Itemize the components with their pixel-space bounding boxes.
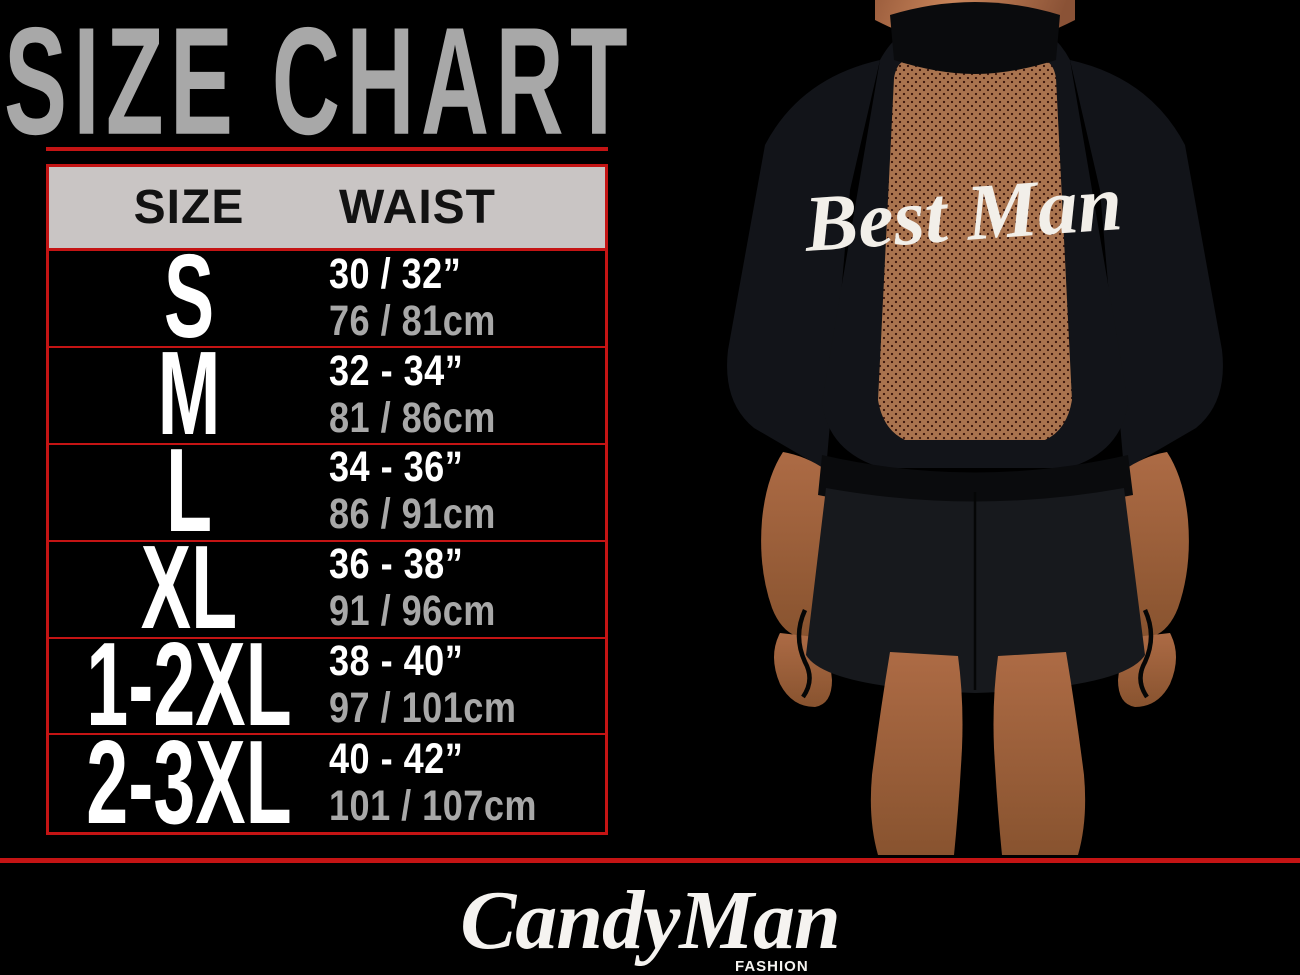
svg-text:FASHION: FASHION — [735, 958, 809, 975]
svg-text:CandyMan: CandyMan — [460, 874, 839, 967]
